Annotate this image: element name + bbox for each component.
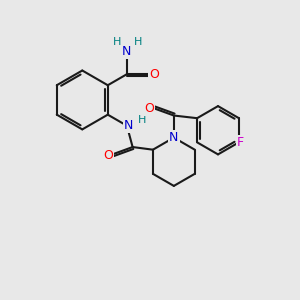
Text: O: O [149, 68, 159, 81]
Text: H: H [138, 115, 146, 125]
Text: H: H [134, 37, 142, 47]
Text: O: O [103, 149, 113, 162]
Text: F: F [237, 136, 244, 149]
Text: N: N [169, 131, 178, 144]
Text: N: N [122, 45, 132, 58]
Text: N: N [124, 119, 133, 132]
Text: H: H [112, 37, 121, 47]
Text: O: O [144, 102, 154, 115]
